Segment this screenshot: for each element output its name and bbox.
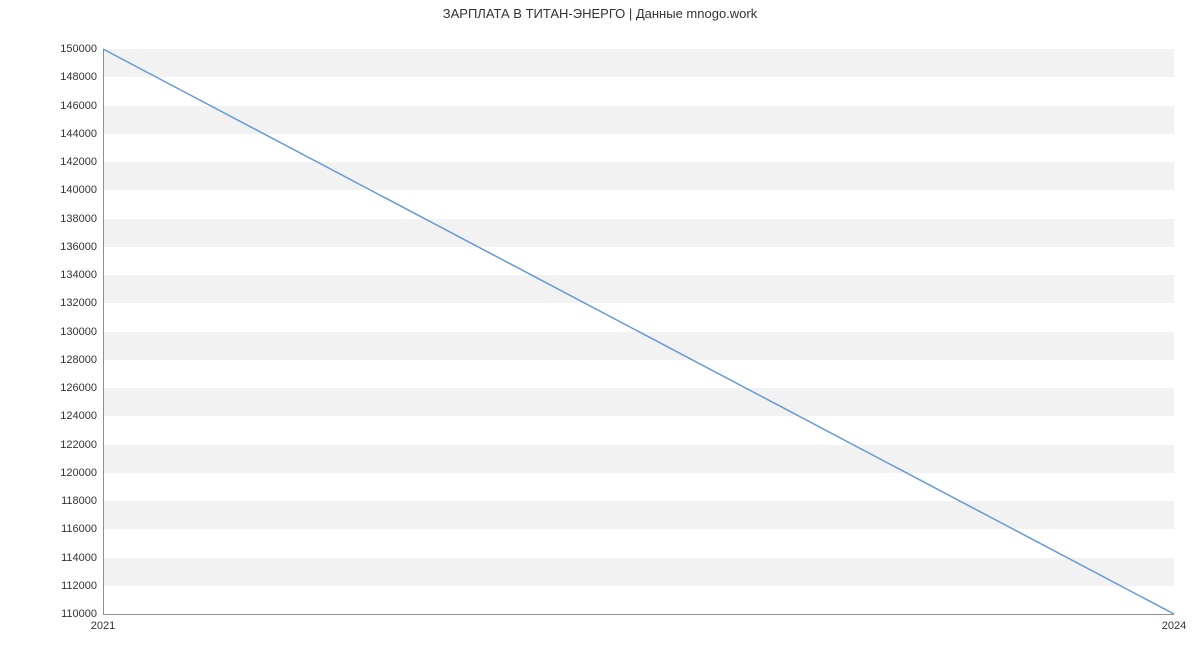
- salary-line-chart: ЗАРПЛАТА В ТИТАН-ЭНЕРГО | Данные mnogo.w…: [0, 0, 1200, 650]
- chart-title: ЗАРПЛАТА В ТИТАН-ЭНЕРГО | Данные mnogo.w…: [0, 6, 1200, 21]
- x-tick-label: 2024: [1162, 614, 1186, 632]
- y-tick-label: 142000: [60, 156, 103, 168]
- series-line-salary: [103, 49, 1174, 614]
- x-axis-line: [103, 614, 1174, 615]
- y-tick-label: 126000: [60, 382, 103, 394]
- y-tick-label: 122000: [60, 439, 103, 451]
- y-tick-label: 116000: [61, 523, 103, 535]
- y-tick-label: 124000: [60, 410, 103, 422]
- plot-area: 1100001120001140001160001180001200001220…: [103, 49, 1174, 614]
- series-layer: [103, 49, 1174, 614]
- x-tick-label: 2021: [91, 614, 115, 632]
- y-tick-label: 138000: [60, 213, 103, 225]
- y-tick-label: 150000: [60, 43, 103, 55]
- y-tick-label: 134000: [60, 269, 103, 281]
- y-tick-label: 140000: [60, 184, 103, 196]
- y-tick-label: 128000: [60, 354, 103, 366]
- y-tick-label: 132000: [60, 297, 103, 309]
- y-tick-label: 118000: [61, 495, 103, 507]
- y-tick-label: 130000: [60, 326, 103, 338]
- y-tick-label: 114000: [61, 552, 103, 564]
- y-tick-label: 146000: [60, 100, 103, 112]
- y-tick-label: 148000: [60, 71, 103, 83]
- y-tick-label: 120000: [60, 467, 103, 479]
- y-tick-label: 144000: [60, 128, 103, 140]
- y-tick-label: 136000: [60, 241, 103, 253]
- y-tick-label: 112000: [61, 580, 103, 592]
